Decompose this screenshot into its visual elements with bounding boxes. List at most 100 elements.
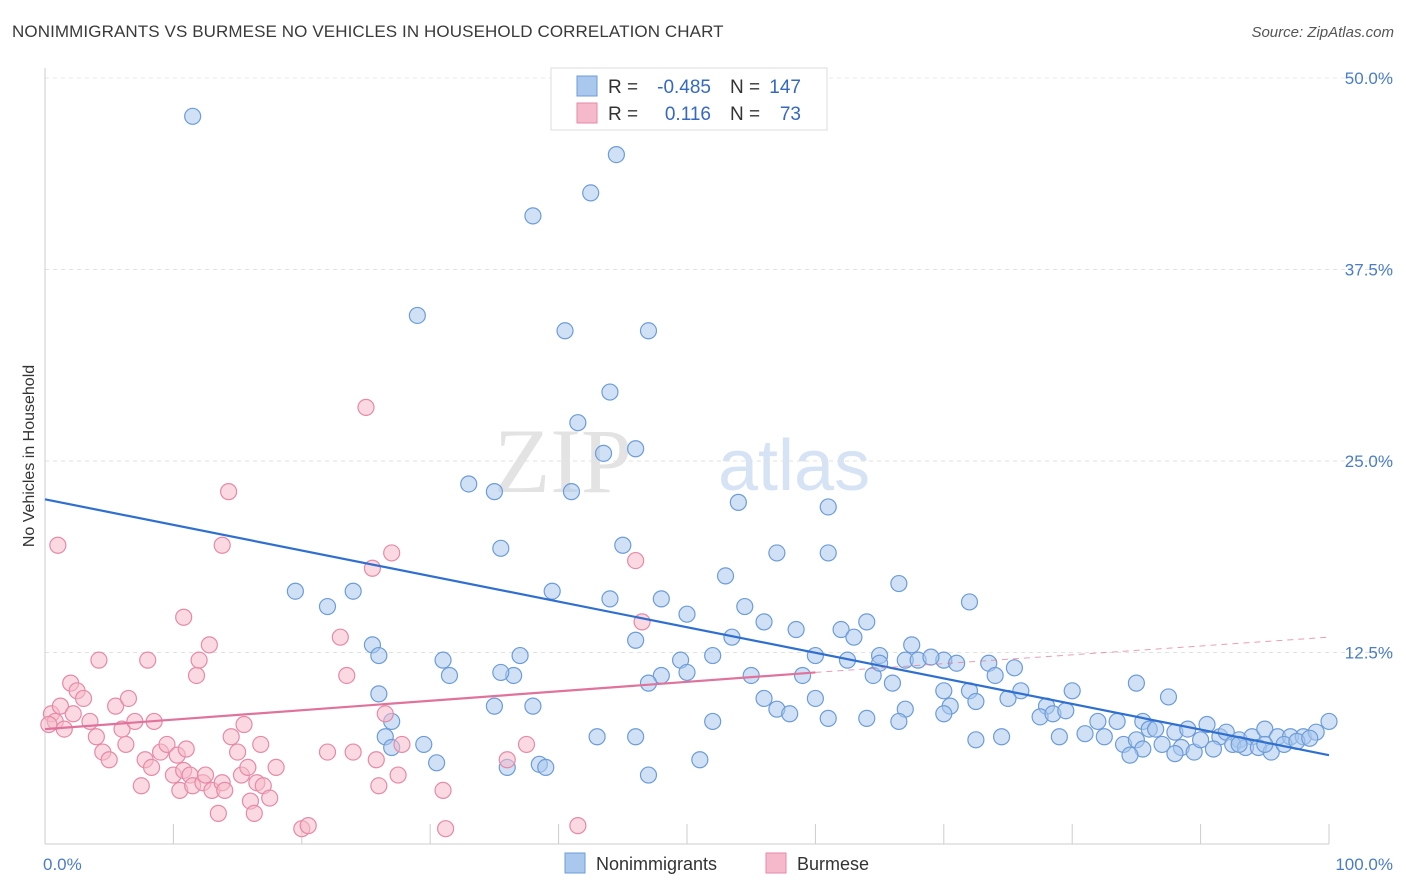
burmese-point-71 [393, 735, 411, 754]
burmese-point-18 [119, 689, 138, 708]
burmese-point-57 [175, 608, 193, 626]
nonimmigrants-point-55 [639, 674, 658, 692]
burmese-point-0 [49, 536, 67, 554]
burmese-point-68 [376, 705, 394, 723]
watermark-zip: ZIP [494, 410, 632, 512]
nonimmigrants-point-108 [691, 751, 709, 769]
burmese-point-67 [370, 777, 388, 795]
nonimmigrants-point-38 [903, 636, 921, 654]
nonimmigrants-point-53 [1005, 659, 1024, 677]
legend-n-value-1: 73 [780, 104, 801, 125]
y-tick-label-1: 25.0% [1345, 452, 1393, 471]
burmese-point-8 [74, 689, 93, 708]
burmese-point-59 [299, 817, 317, 835]
burmese-point-64 [357, 398, 375, 416]
nonimmigrants-trend-line [44, 498, 1330, 757]
bottom-legend-label-burmese: Burmese [797, 854, 869, 874]
burmese-point-77 [627, 551, 645, 570]
burmese-point-17 [117, 735, 135, 754]
nonimmigrants-point-34 [627, 631, 645, 649]
legend-r-label-1: R = [608, 104, 638, 125]
nonimmigrants-point-101 [415, 735, 433, 754]
burmese-point-39 [209, 804, 227, 822]
burmese-point-74 [498, 751, 516, 769]
legend-n-label-0: N = [730, 77, 760, 98]
burmese-points [40, 398, 651, 838]
nonimmigrants-point-57 [793, 666, 812, 685]
burmese-point-14 [100, 751, 118, 769]
nonimmigrants-point-80 [1057, 702, 1075, 720]
burmese-point-72 [434, 781, 452, 799]
nonimmigrants-point-134 [1147, 720, 1165, 738]
nonimmigrants-point-20 [890, 574, 908, 593]
nonimmigrants-point-63 [755, 689, 773, 708]
burmese-point-70 [389, 766, 407, 784]
y-tick-label-2: 37.5% [1345, 261, 1393, 280]
burmese-point-26 [158, 735, 176, 754]
nonimmigrants-point-65 [935, 682, 953, 700]
burmese-point-63 [344, 743, 362, 761]
nonimmigrants-point-142 [678, 663, 696, 682]
burmese-point-75 [569, 817, 587, 835]
nonimmigrants-point-10 [627, 440, 645, 458]
burmese-point-53 [267, 758, 285, 777]
nonimmigrants-point-132 [1301, 729, 1319, 747]
burmese-point-37 [196, 766, 215, 784]
burmese-point-4 [51, 697, 70, 715]
nonimmigrants-point-117 [1095, 728, 1113, 746]
nonimmigrants-point-110 [704, 712, 722, 731]
nonimmigrants-point-133 [1121, 746, 1139, 764]
burmese-point-76 [517, 735, 536, 754]
nonimmigrants-point-59 [883, 674, 902, 692]
nonimmigrants-point-7 [601, 383, 619, 401]
nonimmigrants-point-125 [1204, 740, 1223, 758]
nonimmigrants-point-105 [537, 758, 555, 777]
nonimmigrants-point-22 [543, 582, 561, 600]
burmese-trend-line [44, 671, 816, 731]
nonimmigrants-point-31 [858, 613, 876, 631]
burmese-point-34 [187, 666, 206, 685]
nonimmigrants-point-141 [935, 705, 953, 723]
burmese-point-73 [437, 820, 455, 838]
nonimmigrants-point-87 [1198, 715, 1216, 734]
nonimmigrants-point-107 [627, 728, 645, 746]
burmese-point-45 [235, 715, 253, 734]
burmese-point-3 [40, 715, 58, 734]
nonimmigrants-point-61 [485, 697, 503, 715]
nonimmigrants-point-9 [594, 444, 613, 462]
source-credit: Source: ZipAtlas.com [1251, 24, 1394, 41]
nonimmigrants-point-28 [678, 605, 696, 623]
nonimmigrants-point-21 [716, 567, 735, 585]
burmese-point-55 [213, 536, 231, 554]
burmese-point-46 [239, 758, 257, 777]
burmese-point-31 [177, 740, 195, 758]
nonimmigrants-point-72 [858, 709, 876, 727]
burmese-point-62 [338, 666, 356, 685]
legend-r-label-0: R = [608, 77, 638, 98]
nonimmigrants-point-16 [614, 536, 632, 554]
nonimmigrants-point-24 [652, 590, 670, 608]
nonimmigrants-point-112 [890, 712, 908, 731]
nonimmigrants-point-140 [986, 666, 1004, 685]
x-tick-max: 100.0% [1335, 855, 1393, 874]
nonimmigrants-point-11 [460, 475, 478, 493]
burmese-point-61 [331, 628, 349, 646]
nonimmigrants-point-69 [1127, 674, 1146, 692]
burmese-point-12 [90, 651, 108, 669]
burmese-point-11 [87, 728, 105, 746]
nonimmigrants-point-13 [562, 483, 581, 501]
nonimmigrants-point-139 [922, 648, 940, 666]
nonimmigrants-point-25 [286, 582, 304, 600]
burmese-point-15 [107, 697, 125, 715]
y-tick-label-3: 50.0% [1345, 69, 1393, 88]
bottom-legend-swatch-burmese [765, 852, 787, 874]
nonimmigrants-point-81 [1089, 712, 1107, 731]
legend-r-value-0: -0.485 [657, 77, 711, 98]
burmese-point-50 [252, 735, 270, 754]
burmese-trend-extension [815, 636, 1330, 673]
bottom-legend-swatch-nonimmigrants [564, 852, 586, 874]
burmese-point-66 [367, 751, 385, 769]
nonimmigrants-point-97 [1320, 712, 1338, 731]
nonimmigrants-point-106 [588, 728, 606, 746]
